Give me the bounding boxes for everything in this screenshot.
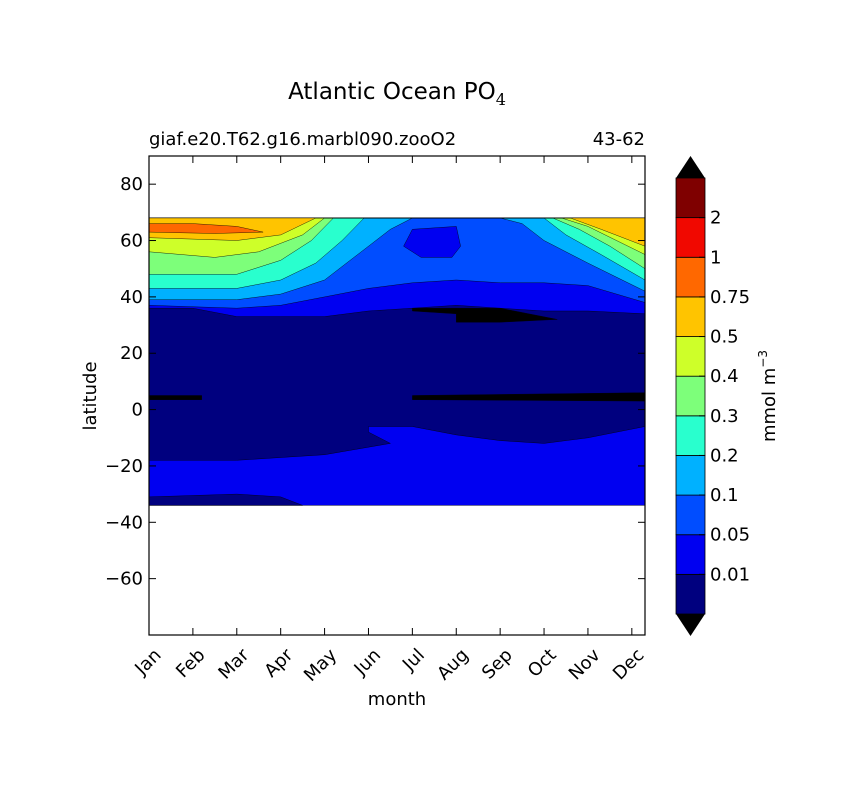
- y-tick-label: 0: [132, 400, 143, 421]
- x-tick-label: Mar: [215, 644, 254, 683]
- colorbar-segment: [675, 375, 706, 417]
- x-tick-label: Jan: [130, 645, 165, 680]
- colorbar-label-text: mmol m: [759, 368, 780, 442]
- colorbar: 0.01 0.05 0.1 0.2 0.3 0.4 0.5 0.75 1 2: [675, 156, 750, 636]
- colorbar-label-exponent: −3: [756, 350, 770, 368]
- colorbar-tick-label: 0.75: [710, 287, 750, 308]
- contour-band-extend-3: [412, 308, 558, 323]
- contour-band-extend-2: [412, 392, 645, 402]
- subtitle-right: 43-62: [593, 129, 645, 150]
- y-tick-label: −60: [105, 569, 143, 590]
- chart-title: Atlantic Ocean PO4: [288, 79, 506, 109]
- x-tick-label: May: [300, 644, 341, 685]
- colorbar-tick-label: 0.1: [710, 485, 739, 506]
- contour-band-extend-1: [149, 395, 202, 400]
- y-tick-label: 20: [120, 343, 143, 364]
- y-tick-label: 40: [120, 287, 143, 308]
- contour-plot-area: [149, 156, 645, 635]
- plot-frame: [148, 155, 646, 636]
- y-tick-label: 80: [120, 174, 143, 195]
- colorbar-extend-bottom: [676, 614, 705, 636]
- colorbar-label: mmol m−3: [756, 350, 780, 442]
- x-tick-label: Apr: [260, 644, 297, 681]
- contour-band-summer-pocket: [403, 226, 461, 258]
- x-tick-label: Aug: [433, 645, 473, 685]
- colorbar-segment: [675, 256, 706, 298]
- colorbar-segment: [675, 494, 706, 536]
- contour-band-level-7: [149, 217, 645, 247]
- x-tick-label: Feb: [172, 645, 209, 682]
- x-tick-label: Oct: [524, 645, 561, 682]
- y-tick-label: −40: [105, 512, 143, 533]
- colorbar-segment: [675, 534, 706, 575]
- y-tick-label: 60: [120, 231, 143, 252]
- chart-title-text: Atlantic Ocean PO: [288, 79, 496, 105]
- colorbar-tick-label: 0.5: [710, 327, 739, 348]
- colorbar-segment: [675, 217, 706, 258]
- x-tick-label: Sep: [478, 645, 517, 684]
- colorbar-segment: [675, 415, 706, 456]
- subtitle-left: giaf.e20.T62.g16.marbl090.zooO2: [149, 129, 456, 150]
- colorbar-tick-label: 0.3: [710, 406, 739, 427]
- colorbar-segment: [675, 336, 706, 377]
- colorbar-tick-label: 0.2: [710, 445, 739, 466]
- x-tick-label: Dec: [609, 645, 648, 684]
- colorbar-tick-label: 2: [710, 208, 721, 229]
- y-tick-label: −20: [105, 456, 143, 477]
- y-axis-label: latitude: [80, 361, 101, 430]
- colorbar-extend-top: [676, 156, 705, 178]
- contour-band-max-0.75: [149, 223, 264, 234]
- x-tick-label: Nov: [565, 644, 605, 684]
- colorbar-segment: [675, 455, 706, 496]
- y-axis: 80 60 40 20 0 −20 −40 −60: [105, 174, 645, 590]
- x-tick-label: Jun: [350, 645, 385, 680]
- colorbar-tick-label: 0.01: [710, 564, 750, 585]
- colorbar-segment: [675, 296, 706, 337]
- colorbar-tick-label: 1: [710, 247, 721, 268]
- chart-title-subscript: 4: [496, 90, 506, 109]
- colorbar-segment: [675, 573, 706, 615]
- colorbar-tick-label: 0.4: [710, 366, 739, 387]
- x-axis-label: month: [368, 689, 426, 710]
- colorbar-segment: [675, 177, 706, 219]
- x-tick-label: Jul: [398, 645, 429, 676]
- colorbar-tick-label: 0.05: [710, 525, 750, 546]
- contour-band-below-0.01: [149, 305, 645, 461]
- contour-band-south-edge: [149, 493, 303, 506]
